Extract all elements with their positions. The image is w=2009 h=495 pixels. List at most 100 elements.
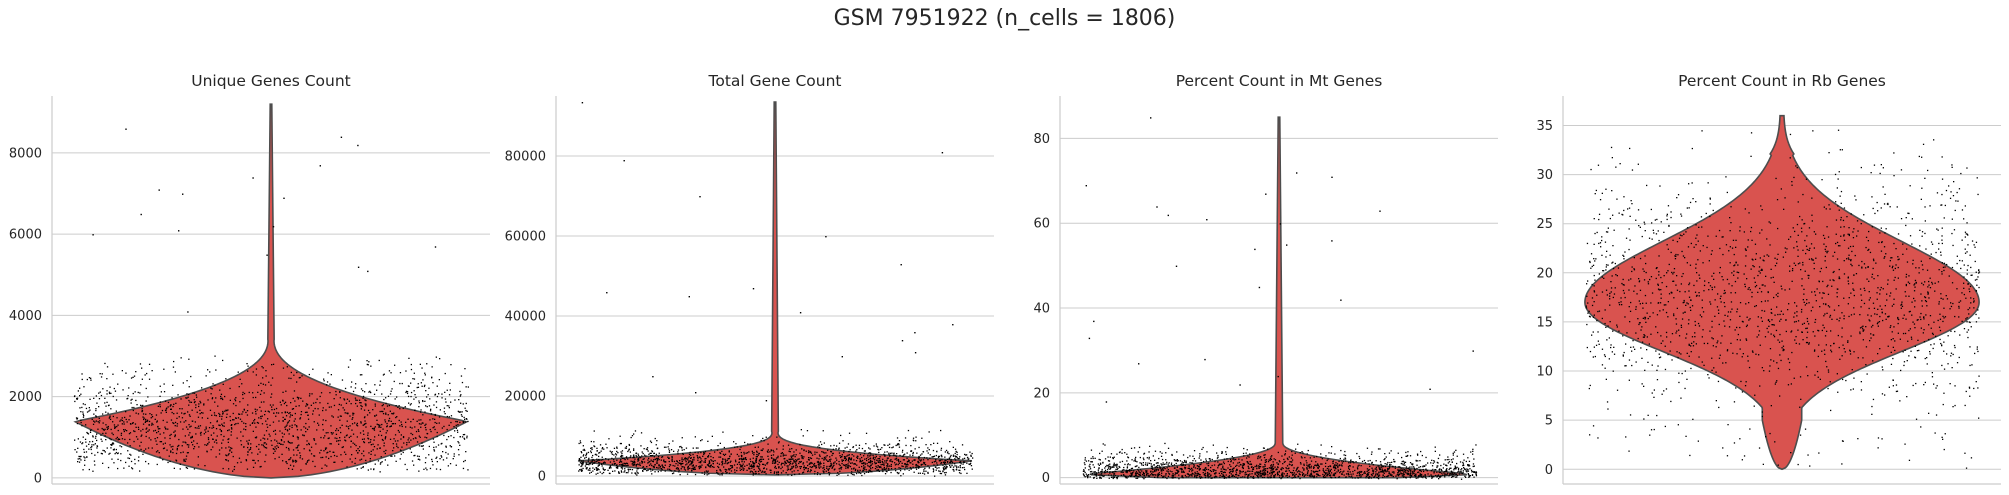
- data-point: [1178, 474, 1180, 476]
- data-point: [1474, 471, 1476, 474]
- data-point: [886, 457, 889, 459]
- data-point: [116, 452, 119, 455]
- data-point: [190, 375, 192, 378]
- data-point: [904, 469, 906, 471]
- data-point: [1360, 465, 1362, 467]
- data-point: [223, 425, 225, 427]
- data-point: [1235, 476, 1237, 478]
- data-point: [650, 470, 652, 472]
- y-tick-label: 8000: [9, 146, 42, 161]
- data-point: [437, 444, 440, 446]
- data-point: [719, 474, 721, 476]
- data-point: [364, 416, 366, 418]
- data-point: [674, 465, 676, 467]
- data-point: [395, 460, 397, 462]
- data-point: [1194, 471, 1196, 473]
- data-point: [1283, 461, 1285, 463]
- data-point: [317, 408, 319, 410]
- data-point: [691, 468, 693, 470]
- data-point: [1323, 471, 1325, 473]
- data-point: [377, 444, 379, 446]
- data-point: [650, 455, 653, 457]
- data-point: [791, 466, 793, 468]
- data-point: [113, 387, 115, 390]
- data-point: [1350, 473, 1352, 475]
- data-point: [1337, 469, 1339, 471]
- data-point: [180, 452, 182, 454]
- data-point: [856, 456, 858, 459]
- data-point: [729, 468, 731, 470]
- data-point: [263, 434, 266, 436]
- data-point: [636, 472, 638, 474]
- outlier-point: [699, 196, 701, 198]
- data-point: [937, 455, 940, 458]
- data-point: [1101, 468, 1103, 471]
- data-point: [1219, 474, 1221, 477]
- data-point: [1350, 460, 1352, 462]
- data-point: [164, 400, 167, 402]
- data-point: [431, 376, 433, 378]
- data-point: [1166, 467, 1168, 469]
- data-point: [349, 425, 351, 427]
- data-point: [1332, 461, 1334, 463]
- data-point: [898, 446, 901, 448]
- data-point: [157, 405, 159, 407]
- data-point: [1472, 465, 1474, 468]
- data-point: [302, 434, 304, 436]
- data-point: [848, 458, 850, 461]
- data-point: [181, 445, 183, 447]
- data-point: [1093, 466, 1095, 468]
- data-point: [883, 466, 885, 469]
- data-point: [352, 390, 355, 393]
- data-point: [135, 436, 138, 438]
- data-point: [861, 465, 863, 468]
- data-point: [252, 459, 254, 461]
- data-point: [619, 461, 621, 463]
- data-point: [927, 471, 929, 474]
- data-point: [630, 436, 632, 439]
- data-point: [260, 465, 262, 468]
- data-point: [101, 453, 103, 455]
- data-point: [1189, 474, 1191, 476]
- data-point: [187, 452, 189, 454]
- data-point: [958, 472, 961, 474]
- data-point: [82, 436, 84, 438]
- data-point: [943, 466, 945, 468]
- data-point: [286, 404, 288, 407]
- data-point: [657, 447, 659, 449]
- data-point: [807, 470, 809, 473]
- data-point: [1273, 475, 1275, 477]
- data-point: [744, 458, 746, 460]
- data-point: [1388, 471, 1390, 473]
- data-point: [748, 467, 750, 469]
- data-point: [1437, 457, 1440, 460]
- data-point: [1107, 460, 1110, 462]
- data-point: [1388, 468, 1390, 470]
- data-point: [839, 470, 841, 472]
- data-point: [1193, 466, 1195, 468]
- data-point: [898, 443, 900, 445]
- data-point: [1365, 475, 1367, 477]
- data-point: [751, 467, 753, 469]
- data-point: [126, 398, 128, 400]
- data-point: [915, 440, 917, 442]
- data-point: [440, 455, 442, 457]
- data-point: [339, 397, 341, 399]
- data-point: [723, 446, 725, 449]
- data-point: [175, 452, 178, 455]
- data-point: [1211, 464, 1213, 467]
- data-point: [869, 460, 871, 463]
- data-point: [454, 399, 456, 401]
- data-point: [838, 468, 840, 470]
- data-point: [787, 444, 790, 446]
- data-point: [182, 382, 184, 384]
- data-point: [852, 468, 855, 470]
- data-point: [268, 381, 270, 383]
- data-point: [1167, 471, 1169, 473]
- data-point: [939, 470, 941, 472]
- data-point: [825, 459, 828, 461]
- data-point: [430, 413, 433, 415]
- data-point: [271, 444, 273, 446]
- data-point: [1152, 474, 1154, 476]
- data-point: [234, 423, 236, 426]
